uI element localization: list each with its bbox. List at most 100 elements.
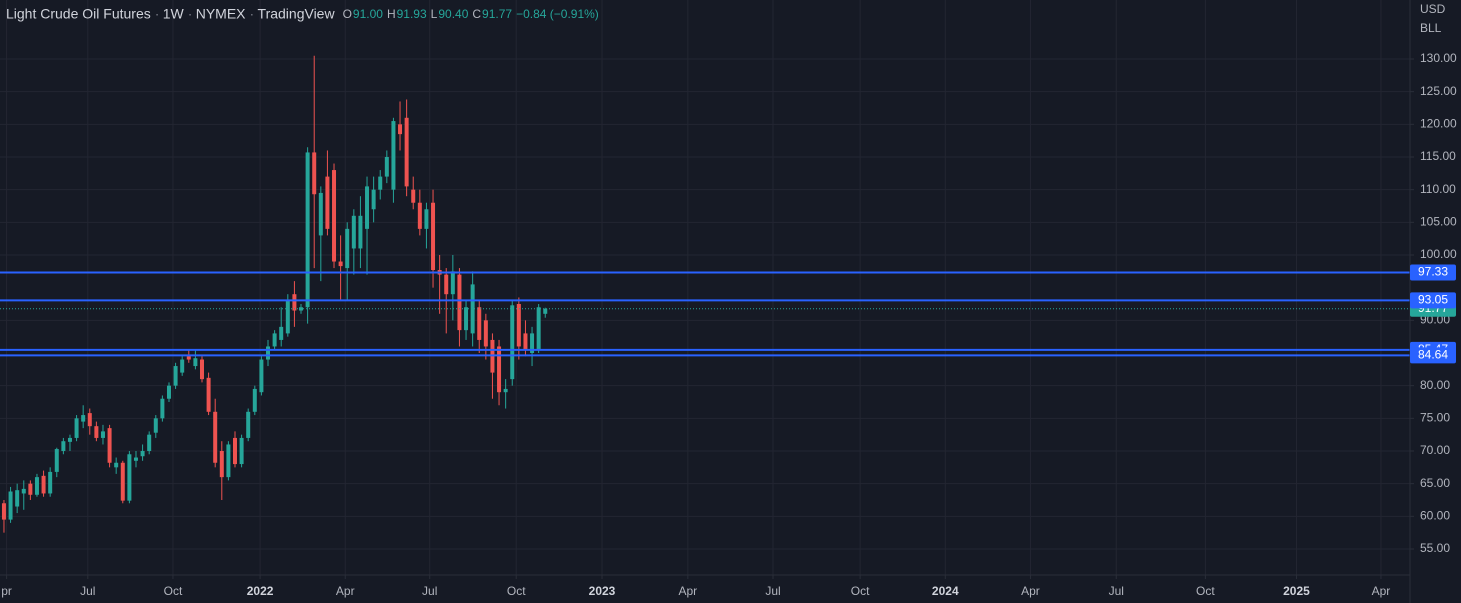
candle-body: [81, 415, 86, 422]
candle-body: [510, 305, 515, 380]
level-label: 97.33: [1418, 265, 1448, 279]
candle-body: [305, 152, 310, 308]
exchange: NYMEX: [196, 6, 246, 22]
plot-area: [0, 55, 1410, 533]
x-tick-label: pr: [1, 584, 12, 598]
x-tick-label: 2023: [589, 584, 616, 598]
candle-body: [252, 388, 257, 412]
y-tick-label: 65.00: [1420, 476, 1450, 490]
source: TradingView: [258, 6, 336, 22]
x-tick-label: Apr: [678, 584, 697, 598]
level-box: [1410, 347, 1456, 364]
candle-body: [246, 411, 251, 438]
candle-body: [87, 413, 92, 427]
candle-body: [543, 308, 548, 314]
candle-body: [477, 307, 482, 340]
x-tick-label: Oct: [507, 584, 526, 598]
x-tick-label: Jul: [80, 584, 95, 598]
candle-body: [133, 457, 138, 461]
x-tick-label: Apr: [1372, 584, 1391, 598]
x-tick-label: Jul: [422, 584, 437, 598]
candle-body: [279, 326, 284, 340]
ohlc-key: O: [343, 7, 352, 21]
ohlc-value: 91.00: [353, 7, 383, 21]
candle-body: [530, 333, 535, 353]
candle-body: [28, 483, 33, 495]
y-tick-label: 105.00: [1420, 215, 1457, 229]
candle-body: [404, 117, 409, 187]
candle-body: [516, 303, 521, 347]
candle-body: [358, 215, 363, 249]
candle-body: [457, 274, 462, 331]
x-tick-label: Oct: [851, 584, 870, 598]
candle-body: [299, 307, 304, 311]
header: Light Crude Oil Futures · 1W · NYMEX · Tradin…: [6, 6, 599, 22]
candle-body: [391, 121, 396, 190]
candle-body: [536, 307, 541, 350]
candle-body: [199, 359, 204, 380]
candle-body: [15, 490, 20, 507]
candle-body: [153, 418, 158, 433]
candle-body: [411, 189, 416, 203]
candle-body: [332, 170, 337, 262]
candle-body: [61, 441, 66, 451]
separator: ·: [188, 6, 193, 22]
ohlc-value: 91.77: [482, 7, 512, 21]
x-tick-label: 2025: [1283, 584, 1310, 598]
candle-body: [41, 475, 46, 494]
x-tick-label: 2022: [247, 584, 274, 598]
candle-body: [312, 152, 317, 195]
level-label: 84.64: [1418, 348, 1448, 362]
y-tick-label: 120.00: [1420, 117, 1457, 131]
candle-body: [497, 346, 502, 393]
y-tick-label: 55.00: [1420, 541, 1450, 555]
currency: USD: [1420, 2, 1446, 16]
candle-body: [120, 462, 125, 501]
candle-body: [114, 462, 119, 468]
candle-body: [100, 431, 105, 438]
unit: BLL: [1420, 21, 1442, 35]
candle-body: [483, 320, 488, 347]
candle-body: [378, 176, 383, 190]
candle-body: [325, 176, 330, 229]
candle-body: [424, 209, 429, 229]
candle-body: [464, 307, 469, 331]
candle-body: [239, 437, 244, 465]
y-tick-label: 125.00: [1420, 84, 1457, 98]
candle-body: [233, 437, 237, 465]
level-box: [1410, 292, 1456, 309]
y-tick-label: 70.00: [1420, 443, 1450, 457]
axes: 55.0060.0065.0070.0075.0080.0090.00100.0…: [1, 51, 1457, 598]
candle-body: [127, 454, 132, 501]
candle-body: [351, 215, 356, 249]
candle-body: [140, 450, 145, 457]
candle-body: [186, 356, 191, 360]
candle-body: [384, 156, 389, 177]
x-tick-label: 2024: [932, 584, 959, 598]
candle-body: [285, 300, 290, 334]
y-tick-label: 80.00: [1420, 378, 1450, 392]
ohlc-key: C: [472, 7, 481, 21]
candle-body: [398, 124, 403, 135]
candle-body: [48, 471, 53, 494]
y-tick-label: 130.00: [1420, 51, 1457, 65]
ohlc-key: H: [387, 7, 396, 21]
x-tick-label: Oct: [1196, 584, 1215, 598]
change: −0.84 (−0.91%): [516, 7, 599, 21]
candle-body: [470, 284, 475, 334]
candle-body: [54, 449, 59, 472]
interval: 1W: [163, 6, 185, 22]
candle-body: [292, 294, 297, 311]
candle-body: [417, 202, 422, 229]
level-label: 93.05: [1418, 293, 1448, 307]
y-tick-label: 75.00: [1420, 411, 1450, 425]
ohlc-value: 90.40: [438, 7, 468, 21]
x-tick-label: Jul: [1109, 584, 1124, 598]
candle-body: [107, 428, 112, 463]
candle-body: [318, 192, 323, 236]
candle-body: [8, 491, 13, 520]
candle-body: [173, 366, 178, 386]
candle-body: [266, 346, 271, 360]
